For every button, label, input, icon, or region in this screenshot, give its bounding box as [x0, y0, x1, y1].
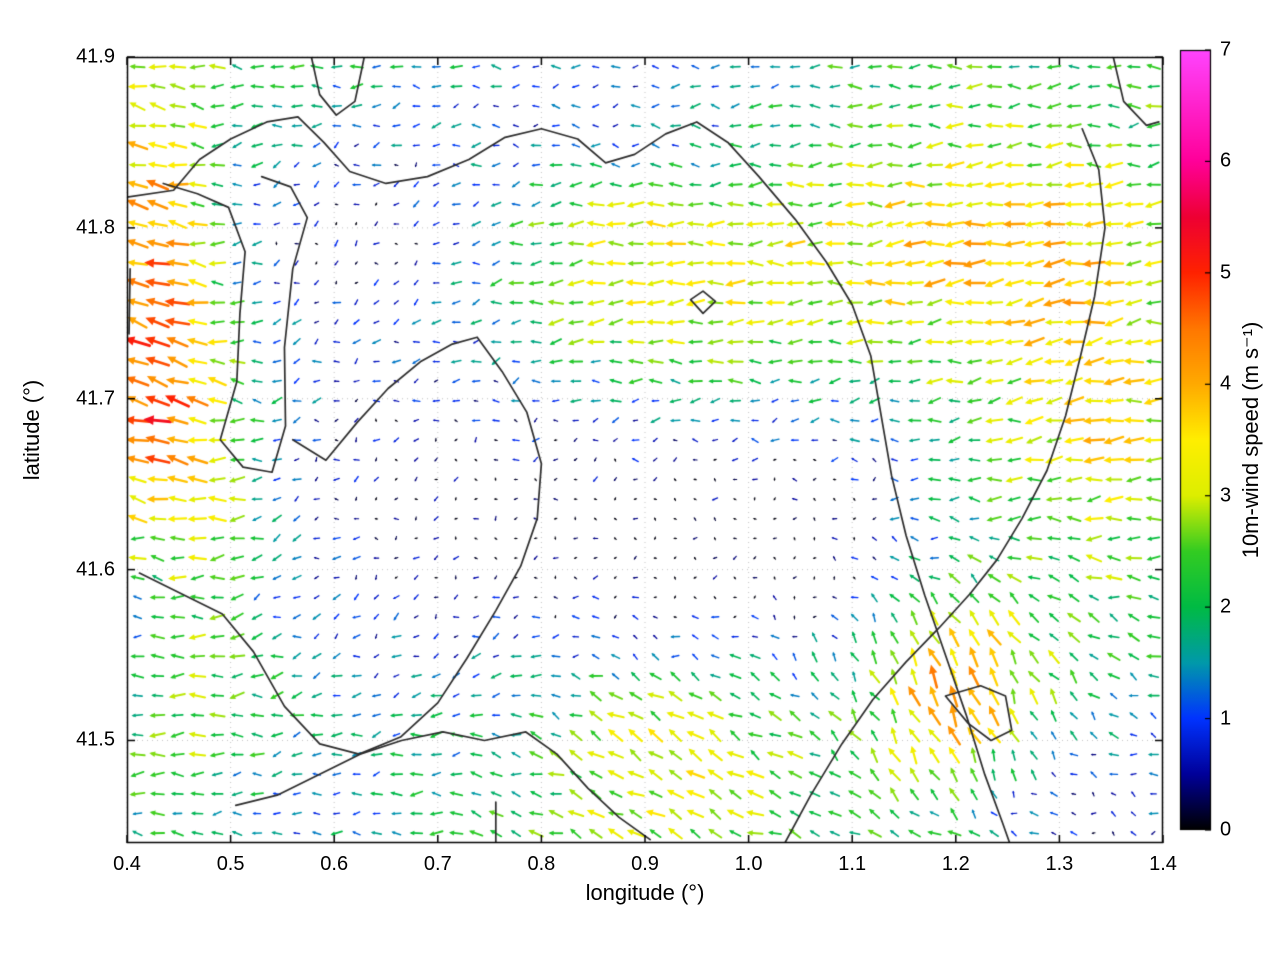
x-tick-label: 0.6 — [320, 853, 349, 875]
x-axis-label: longitude (°) — [585, 880, 705, 905]
x-tick-label: 0.7 — [423, 853, 452, 875]
colorbar-tick-label: 0 — [1220, 818, 1232, 841]
y-tick-label: 41.8 — [76, 216, 115, 239]
colorbar-tick-label: 3 — [1220, 484, 1232, 507]
y-tick-label: 41.5 — [76, 728, 115, 751]
x-tick-label: 1.4 — [1149, 853, 1177, 875]
x-tick-label: 1.1 — [838, 853, 867, 875]
x-tick-label: 0.9 — [631, 853, 659, 875]
colorbar-tick-label: 1 — [1220, 707, 1232, 730]
colorbar-tick-label: 2 — [1220, 595, 1232, 618]
x-tick-label: 0.4 — [113, 853, 141, 875]
x-tick-label: 1.0 — [734, 853, 763, 875]
colorbar-tick-label: 7 — [1220, 38, 1232, 61]
x-tick-label: 1.2 — [941, 853, 970, 875]
x-tick-label: 1.3 — [1045, 853, 1074, 875]
y-tick-label: 41.9 — [76, 45, 115, 68]
y-tick-label: 41.7 — [76, 387, 115, 410]
colorbar-label: 10m-wind speed (m s⁻¹) — [1238, 321, 1263, 559]
colorbar-tick-label: 4 — [1220, 372, 1232, 395]
x-tick-label: 0.8 — [527, 853, 556, 875]
colorbar-tick-label: 5 — [1220, 261, 1232, 284]
x-tick-label: 0.5 — [216, 853, 245, 875]
y-tick-label: 41.6 — [76, 558, 115, 581]
y-axis-label: latitude (°) — [19, 379, 44, 481]
colorbar-tick-label: 6 — [1220, 149, 1232, 172]
